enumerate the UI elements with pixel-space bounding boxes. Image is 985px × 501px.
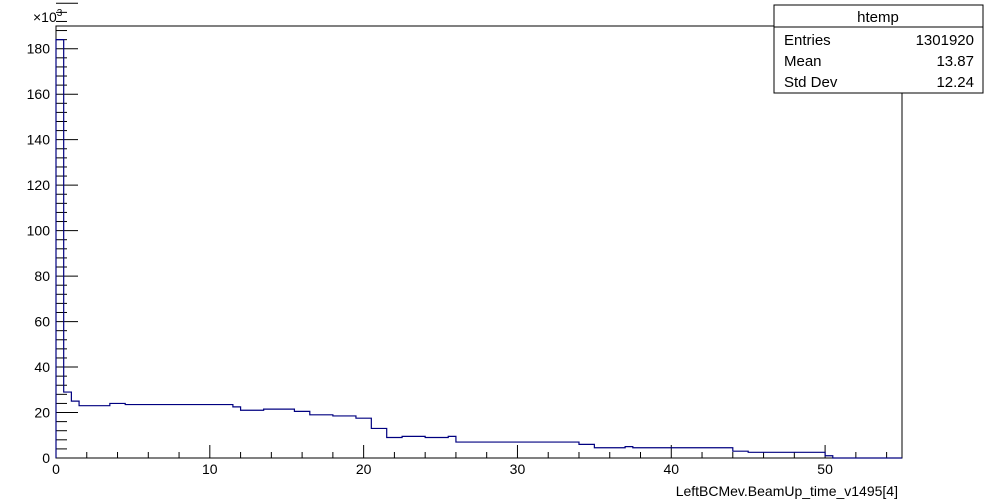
y-multiplier-label: ×103 <box>33 8 63 25</box>
